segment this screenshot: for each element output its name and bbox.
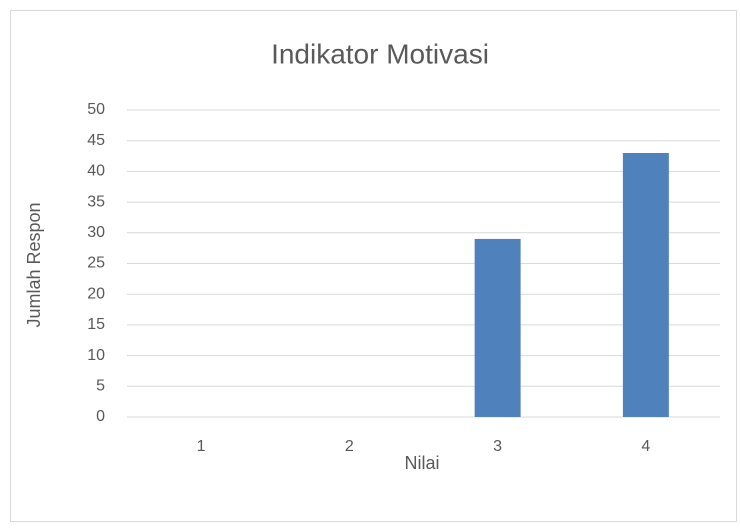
y-tick-label: 20	[87, 285, 105, 302]
y-tick-label: 35	[87, 193, 105, 210]
x-tick-label: 1	[197, 438, 206, 455]
y-tick-label: 10	[87, 347, 105, 364]
bar	[622, 152, 669, 418]
y-tick-label: 5	[96, 378, 105, 395]
y-tick-label: 15	[87, 316, 105, 333]
y-tick-label: 50	[87, 101, 105, 118]
x-tick-label: 2	[345, 438, 354, 455]
x-tick-label: 3	[493, 438, 502, 455]
y-tick-label: 0	[96, 408, 105, 425]
chart-title: Indikator Motivasi	[271, 38, 489, 69]
y-tick-label: 45	[87, 132, 105, 149]
y-tick-label: 40	[87, 163, 105, 180]
y-tick-label: 30	[87, 224, 105, 241]
bar	[474, 238, 521, 417]
chart-border	[10, 10, 737, 522]
x-axis-label: Nilai	[404, 453, 439, 473]
y-axis-label: Jumlah Respon	[24, 202, 44, 327]
y-tick-label: 25	[87, 255, 105, 272]
x-tick-label: 4	[641, 438, 650, 455]
